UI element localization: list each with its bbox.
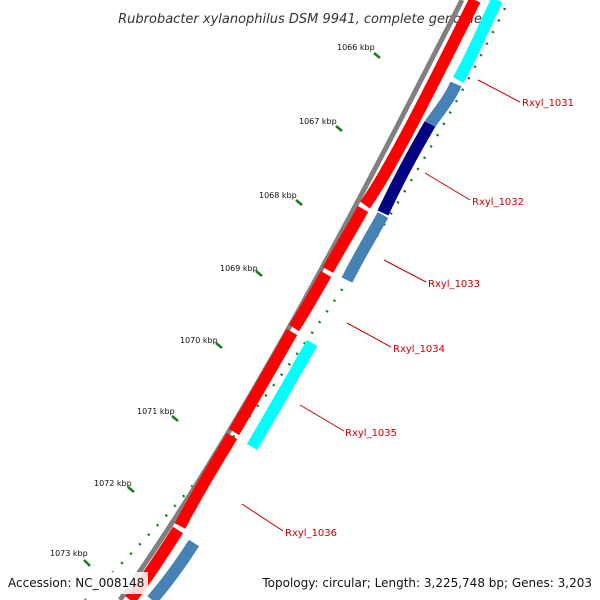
gene-labels: Rxyl_1031 Rxyl_1032 Rxyl_1033 Rxyl_1034 … (285, 98, 574, 539)
gene-label-rxyl-1036[interactable]: Rxyl_1036 (285, 528, 337, 539)
label-leaders (241, 79, 521, 532)
tick-mark-1067 (335, 125, 343, 132)
gene-rxyl-1033 (341, 212, 389, 283)
tick-mark-1066 (373, 52, 381, 59)
forward-gene (322, 206, 369, 273)
tick-mark-1073 (83, 559, 91, 567)
gene-rxyl-1035 (246, 340, 318, 451)
tick-label: 1069 kbp (220, 264, 258, 273)
tick-label: 1066 kbp (337, 43, 375, 52)
gene-label-rxyl-1034[interactable]: Rxyl_1034 (393, 344, 445, 355)
accession-text: Accession: NC_008148 (8, 576, 144, 590)
gene-rxyl-1031-cyan (452, 0, 503, 84)
gene-rxyl-1037 (147, 539, 200, 600)
gene-label-rxyl-1033[interactable]: Rxyl_1033 (428, 279, 480, 290)
gene-label-rxyl-1035[interactable]: Rxyl_1035 (345, 428, 397, 439)
tick-label: 1068 kbp (259, 191, 297, 200)
footer-summary-bg (258, 572, 600, 594)
tick-label: 1073 kbp (50, 549, 88, 558)
gene-label-rxyl-1032[interactable]: Rxyl_1032 (472, 197, 524, 208)
footer-accession-bg (0, 572, 148, 594)
tick-label: 1067 kbp (299, 117, 337, 126)
leader-line (477, 79, 521, 103)
tick-label: 1070 kbp (180, 336, 218, 345)
tick-labels: 1066 kbp 1067 kbp 1068 kbp 1069 kbp 1070… (50, 43, 375, 558)
tick-mark-1069 (255, 270, 263, 277)
forward-gene (360, 0, 481, 209)
tick-mark-1068 (295, 199, 303, 206)
gene-rxyl-1031 (425, 81, 462, 128)
tick-mark-1071 (171, 415, 179, 422)
tick-mark-1070 (215, 342, 223, 349)
map-title: Rubrobacter xylanophilus DSM 9941, compl… (118, 12, 482, 27)
leader-line (424, 172, 471, 201)
gene-rxyl-1032 (377, 120, 436, 216)
forward-gene (288, 270, 332, 332)
leader-line (346, 322, 392, 348)
tick-ring (84, 7, 507, 600)
tick-marks (83, 52, 381, 567)
leader-line (299, 404, 345, 432)
forward-gene (228, 329, 298, 436)
tick-label: 1071 kbp (137, 407, 175, 416)
tick-mark-1072 (127, 486, 135, 493)
tick-label: 1072 kbp (94, 479, 132, 488)
leader-line (241, 503, 284, 532)
forward-gene (174, 432, 238, 529)
reverse-strand (147, 0, 503, 600)
gene-label-rxyl-1031[interactable]: Rxyl_1031 (522, 98, 574, 109)
leader-line (383, 259, 427, 283)
forward-strand (125, 0, 481, 600)
backbone-ring (117, 0, 465, 600)
genome-summary-text: Topology: circular; Length: 3,225,748 bp… (261, 576, 592, 590)
